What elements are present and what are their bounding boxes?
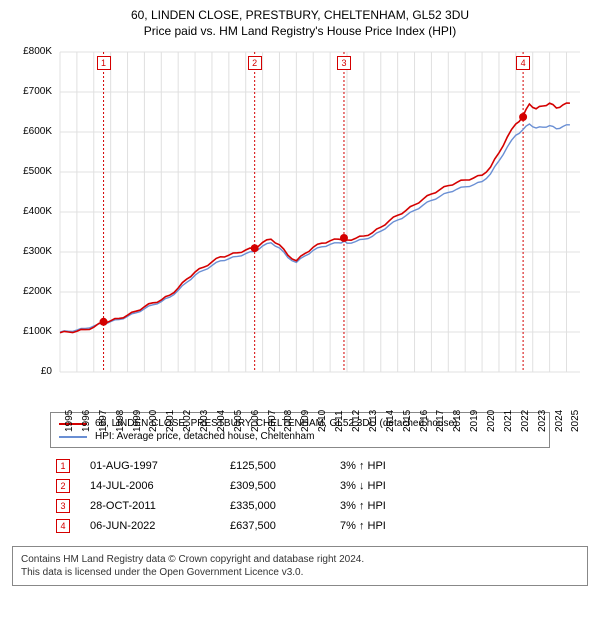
legend-label: HPI: Average price, detached house, Chel… [95, 431, 314, 442]
marker-box: 2 [248, 56, 262, 70]
x-axis-label: 2009 [300, 402, 311, 432]
table-row: 4 06-JUN-2022£637,5007% ↑ HPI [50, 516, 550, 536]
x-axis-label: 2021 [503, 402, 514, 432]
chart-svg [12, 44, 588, 404]
tx-date: 01-AUG-1997 [84, 456, 224, 476]
marker-box: 3 [337, 56, 351, 70]
y-axis-label: £600K [12, 126, 52, 137]
y-axis-label: £200K [12, 286, 52, 297]
x-axis-label: 2011 [334, 402, 345, 432]
x-axis-label: 2025 [570, 402, 581, 432]
x-axis-label: 2005 [233, 402, 244, 432]
tx-price: £309,500 [224, 476, 334, 496]
x-axis-label: 2010 [317, 402, 328, 432]
y-axis-label: £0 [12, 366, 52, 377]
tx-price: £335,000 [224, 496, 334, 516]
x-axis-label: 2018 [452, 402, 463, 432]
x-axis-label: 1995 [64, 402, 75, 432]
table-row: 1 01-AUG-1997£125,5003% ↑ HPI [50, 456, 550, 476]
x-axis-label: 2002 [182, 402, 193, 432]
tx-marker-box: 1 [56, 459, 70, 473]
x-axis-label: 2004 [216, 402, 227, 432]
tx-price: £125,500 [224, 456, 334, 476]
x-axis-label: 2023 [537, 402, 548, 432]
x-axis-label: 2000 [148, 402, 159, 432]
x-axis-label: 2006 [250, 402, 261, 432]
tx-date: 06-JUN-2022 [84, 516, 224, 536]
x-axis-label: 2014 [385, 402, 396, 432]
x-axis-label: 2001 [165, 402, 176, 432]
x-axis-label: 1997 [98, 402, 109, 432]
footer-box: Contains HM Land Registry data © Crown c… [12, 546, 588, 586]
x-axis-label: 1998 [115, 402, 126, 432]
table-row: 3 28-OCT-2011£335,0003% ↑ HPI [50, 496, 550, 516]
x-axis-label: 1999 [132, 402, 143, 432]
x-axis-label: 2019 [469, 402, 480, 432]
x-axis-label: 2003 [199, 402, 210, 432]
x-axis-label: 2022 [520, 402, 531, 432]
x-axis-label: 2015 [402, 402, 413, 432]
tx-pct: 3% ↑ HPI [334, 496, 550, 516]
footer-line-2: This data is licensed under the Open Gov… [21, 566, 579, 579]
x-axis-label: 2013 [368, 402, 379, 432]
x-axis-label: 2008 [283, 402, 294, 432]
tx-pct: 3% ↑ HPI [334, 456, 550, 476]
tx-marker-box: 3 [56, 499, 70, 513]
x-axis-label: 2016 [419, 402, 430, 432]
chart-plot-area: £0 £100K £200K £300K £400K £500K £600K £700K £80… [12, 44, 588, 404]
marker-box: 1 [97, 56, 111, 70]
y-axis-label: £800K [12, 46, 52, 57]
titles: 60, LINDEN CLOSE, PRESTBURY, CHELTENHAM,… [12, 8, 588, 38]
y-axis-label: £500K [12, 166, 52, 177]
table-row: 2 14-JUL-2006£309,5003% ↓ HPI [50, 476, 550, 496]
marker-box: 4 [516, 56, 530, 70]
tx-pct: 7% ↑ HPI [334, 516, 550, 536]
tx-price: £637,500 [224, 516, 334, 536]
tx-date: 28-OCT-2011 [84, 496, 224, 516]
tx-marker-box: 2 [56, 479, 70, 493]
y-axis-label: £400K [12, 206, 52, 217]
x-axis-label: 2020 [486, 402, 497, 432]
footer-line-1: Contains HM Land Registry data © Crown c… [21, 553, 579, 566]
x-axis-label: 2012 [351, 402, 362, 432]
transactions-table: 1 01-AUG-1997£125,5003% ↑ HPI 2 14-JUL-2006… [50, 456, 550, 536]
x-axis-label: 2007 [267, 402, 278, 432]
y-axis-label: £300K [12, 246, 52, 257]
tx-pct: 3% ↓ HPI [334, 476, 550, 496]
tx-marker-box: 4 [56, 519, 70, 533]
y-axis-label: £700K [12, 86, 52, 97]
title-line-1: 60, LINDEN CLOSE, PRESTBURY, CHELTENHAM,… [12, 8, 588, 22]
title-line-2: Price paid vs. HM Land Registry's House … [12, 24, 588, 38]
tx-date: 14-JUL-2006 [84, 476, 224, 496]
legend-swatch [59, 436, 87, 438]
y-axis-label: £100K [12, 326, 52, 337]
x-axis-label: 2024 [554, 402, 565, 432]
x-axis-label: 1996 [81, 402, 92, 432]
x-axis-label: 2017 [435, 402, 446, 432]
